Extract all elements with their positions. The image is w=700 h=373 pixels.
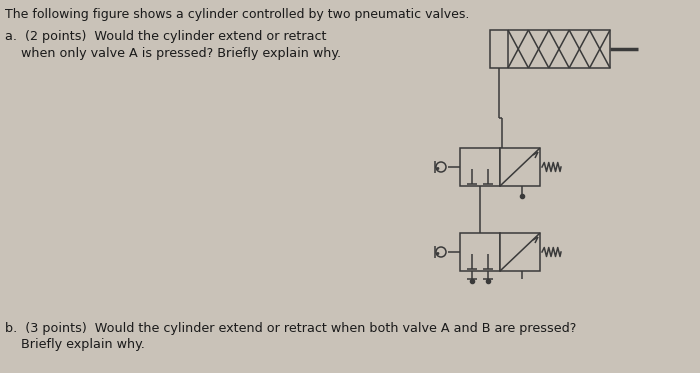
Text: b.  (3 points)  Would the cylinder extend or retract when both valve A and B are: b. (3 points) Would the cylinder extend …	[5, 322, 576, 335]
Text: Briefly explain why.: Briefly explain why.	[5, 338, 145, 351]
Text: a.  (2 points)  Would the cylinder extend or retract: a. (2 points) Would the cylinder extend …	[5, 30, 326, 43]
Ellipse shape	[436, 247, 446, 257]
Bar	[460, 233, 500, 271]
Text: when only valve A is pressed? Briefly explain why.: when only valve A is pressed? Briefly ex…	[5, 47, 341, 60]
Bar	[460, 148, 500, 186]
Text: The following figure shows a cylinder controlled by two pneumatic valves.: The following figure shows a cylinder co…	[5, 8, 470, 21]
Bar	[500, 148, 540, 186]
Bar	[490, 30, 610, 68]
Bar	[500, 233, 540, 271]
Ellipse shape	[436, 162, 446, 172]
Text: •: •	[434, 249, 440, 259]
Text: •: •	[434, 164, 440, 174]
